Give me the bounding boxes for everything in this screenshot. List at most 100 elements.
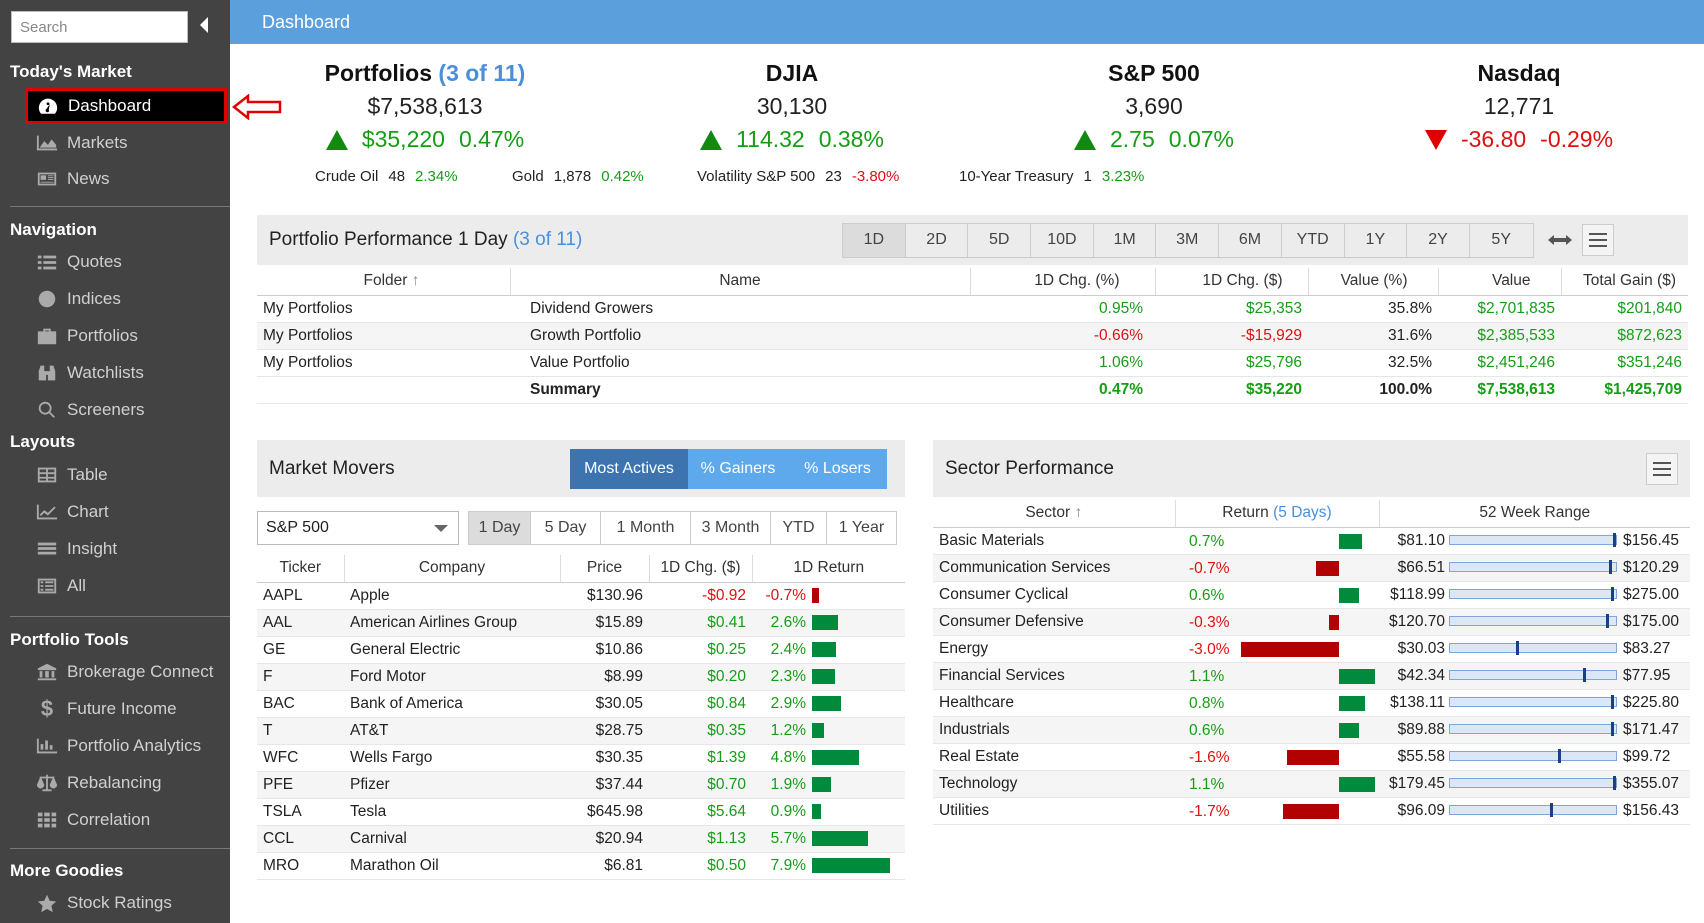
sidebar-item-chart[interactable]: Chart bbox=[35, 497, 109, 527]
sidebar-item-watchlists[interactable]: Watchlists bbox=[35, 358, 144, 388]
period-1d[interactable]: 1D bbox=[843, 223, 906, 257]
col-total-gain[interactable]: Total Gain ($) bbox=[1561, 268, 1688, 296]
sidebar-item-screeners[interactable]: Screeners bbox=[35, 395, 144, 425]
table-row[interactable]: Consumer Cyclical 0.6% $118.99 $275.00 bbox=[933, 581, 1690, 609]
table-row[interactable]: GE General Electric $10.86 $0.25 2.4% bbox=[257, 636, 905, 664]
cell-ticker[interactable]: BAC bbox=[257, 690, 344, 718]
mini-quote-gold[interactable]: Gold 1,878 0.42% bbox=[512, 168, 644, 185]
period-6m[interactable]: 6M bbox=[1219, 223, 1282, 257]
sidebar-item-correlation[interactable]: Correlation bbox=[35, 805, 150, 835]
period-3-month[interactable]: 3 Month bbox=[691, 512, 771, 544]
table-row[interactable]: My Portfolios Value Portfolio 1.06% $25,796… bbox=[257, 349, 1688, 377]
sidebar-item-portfolios[interactable]: Portfolios bbox=[35, 321, 138, 351]
sidebar-item-news[interactable]: News bbox=[35, 164, 110, 194]
table-row[interactable]: PFE Pfizer $37.44 $0.70 1.9% bbox=[257, 771, 905, 799]
table-row[interactable]: Technology 1.1% $179.45 $355.07 bbox=[933, 770, 1690, 798]
table-row[interactable]: Real Estate -1.6% $55.58 $99.72 bbox=[933, 743, 1690, 771]
table-row[interactable]: Consumer Defensive -0.3% $120.70 $175.00 bbox=[933, 608, 1690, 636]
table-row[interactable]: Industrials 0.6% $89.88 $171.47 bbox=[933, 716, 1690, 744]
table-row[interactable]: Healthcare 0.8% $138.11 $225.80 bbox=[933, 689, 1690, 717]
cell-ticker[interactable]: T bbox=[257, 717, 344, 745]
col-name[interactable]: Name bbox=[510, 268, 971, 296]
cell-ticker[interactable]: TSLA bbox=[257, 798, 344, 826]
period-2y[interactable]: 2Y bbox=[1407, 223, 1470, 257]
period-1y[interactable]: 1Y bbox=[1345, 223, 1408, 257]
tab-most-actives[interactable]: Most Actives bbox=[570, 448, 688, 489]
col-value-pct[interactable]: Value (%) bbox=[1308, 268, 1439, 296]
table-row[interactable]: Financial Services 1.1% $42.34 $77.95 bbox=[933, 662, 1690, 690]
sidebar-item-rebalancing[interactable]: Rebalancing bbox=[35, 768, 162, 798]
index-select[interactable]: S&P 500 bbox=[257, 511, 459, 545]
menu-icon[interactable] bbox=[1646, 452, 1678, 485]
expand-width-icon[interactable] bbox=[1544, 224, 1576, 256]
period-3m[interactable]: 3M bbox=[1156, 223, 1220, 257]
sidebar-item-indices[interactable]: Indices bbox=[35, 284, 121, 314]
period-1m[interactable]: 1M bbox=[1094, 223, 1157, 257]
sidebar-item-portfolio-analytics[interactable]: Portfolio Analytics bbox=[35, 731, 201, 761]
menu-icon[interactable] bbox=[1581, 224, 1614, 256]
cell-ticker[interactable]: WFC bbox=[257, 744, 344, 772]
sidebar-item-all[interactable]: All bbox=[35, 571, 86, 601]
period-ytd[interactable]: YTD bbox=[771, 512, 827, 544]
ticker-sp500[interactable]: S&P 500 3,690 2.75 0.07% bbox=[1004, 60, 1304, 153]
table-row[interactable]: Energy -3.0% $30.03 $83.27 bbox=[933, 635, 1690, 663]
col-return[interactable]: 1D Return bbox=[752, 555, 905, 583]
sidebar-item-future-income[interactable]: $ Future Income bbox=[35, 694, 177, 724]
summary-row[interactable]: Summary 0.47% $35,220 100.0% $7,538,613 $1,42… bbox=[257, 376, 1688, 404]
table-row[interactable]: TSLA Tesla $645.98 $5.64 0.9% bbox=[257, 798, 905, 826]
table-row[interactable]: F Ford Motor $8.99 $0.20 2.3% bbox=[257, 663, 905, 691]
table-row[interactable]: Basic Materials 0.7% $81.10 $156.45 bbox=[933, 527, 1690, 555]
col-value[interactable]: Value bbox=[1438, 268, 1562, 296]
col-chg[interactable]: 1D Chg. ($) bbox=[649, 555, 753, 583]
mini-quote-crude[interactable]: Crude Oil 48 2.34% bbox=[315, 168, 458, 185]
col-chg-pct[interactable]: 1D Chg. (%) bbox=[970, 268, 1156, 296]
panel-subtitle[interactable]: (3 of 11) bbox=[512, 229, 583, 250]
ticker-subtitle[interactable]: (3 of 11) bbox=[438, 60, 526, 86]
period-10d[interactable]: 10D bbox=[1031, 223, 1094, 257]
col-price[interactable]: Price bbox=[560, 555, 650, 583]
cell-ticker[interactable]: PFE bbox=[257, 771, 344, 799]
table-row[interactable]: Utilities -1.7% $96.09 $156.43 bbox=[933, 797, 1690, 825]
period-5y[interactable]: 5Y bbox=[1491, 231, 1511, 248]
table-row[interactable]: AAPL Apple $130.96 -$0.92 -0.7% bbox=[257, 582, 905, 610]
table-row[interactable]: My Portfolios Dividend Growers 0.95% $25,35… bbox=[257, 295, 1688, 323]
cell-ticker[interactable]: CCL bbox=[257, 825, 344, 853]
table-row[interactable]: T AT&T $28.75 $0.35 1.2% bbox=[257, 717, 905, 745]
cell-ticker[interactable]: MRO bbox=[257, 852, 344, 880]
col-chg-usd[interactable]: 1D Chg. ($) bbox=[1155, 268, 1309, 296]
tab-losers[interactable]: % Losers bbox=[788, 448, 887, 489]
period-1-year[interactable]: 1 Year bbox=[838, 519, 885, 536]
table-row[interactable]: WFC Wells Fargo $30.35 $1.39 4.8% bbox=[257, 744, 905, 772]
sidebar-item-brokerage-connect[interactable]: Brokerage Connect bbox=[35, 657, 213, 687]
col-folder[interactable]: Folder ↑ bbox=[257, 268, 511, 296]
col-return[interactable]: Return (5 Days) bbox=[1175, 500, 1380, 528]
cell-ticker[interactable]: F bbox=[257, 663, 344, 691]
col-sector[interactable]: Sector ↑ bbox=[933, 500, 1176, 528]
table-row[interactable]: BAC Bank of America $30.05 $0.84 2.9% bbox=[257, 690, 905, 718]
ticker-djia[interactable]: DJIA 30,130 114.32 0.38% bbox=[642, 60, 942, 153]
sidebar-item-quotes[interactable]: Quotes bbox=[35, 247, 122, 277]
mini-quote-volatility[interactable]: Volatility S&P 500 23 -3.80% bbox=[697, 168, 899, 185]
sidebar-item-stock-ratings[interactable]: Stock Ratings bbox=[35, 888, 172, 918]
ticker-portfolios[interactable]: Portfolios (3 of 11) $7,538,613 $35,220 0… bbox=[275, 60, 575, 153]
mini-quote-treasury[interactable]: 10-Year Treasury 1 3.23% bbox=[959, 168, 1144, 185]
ticker-nasdaq[interactable]: Nasdaq 12,771 -36.80 -0.29% bbox=[1369, 60, 1669, 153]
sidebar-item-markets[interactable]: Markets bbox=[35, 128, 127, 158]
search-input[interactable]: Search bbox=[11, 11, 188, 43]
col-ticker[interactable]: Ticker bbox=[257, 555, 345, 583]
table-row[interactable]: CCL Carnival $20.94 $1.13 5.7% bbox=[257, 825, 905, 853]
table-row[interactable]: AAL American Airlines Group $15.89 $0.41 2.6… bbox=[257, 609, 905, 637]
cell-ticker[interactable]: AAPL bbox=[257, 582, 344, 610]
collapse-sidebar-icon[interactable] bbox=[200, 17, 208, 33]
period-1-month[interactable]: 1 Month bbox=[601, 512, 691, 544]
table-row[interactable]: MRO Marathon Oil $6.81 $0.50 7.9% bbox=[257, 852, 905, 880]
sidebar-item-insight[interactable]: Insight bbox=[35, 534, 117, 564]
sidebar-item-table[interactable]: Table bbox=[35, 460, 108, 490]
sidebar-item-dashboard[interactable]: Dashboard bbox=[25, 88, 227, 124]
cell-ticker[interactable]: AAL bbox=[257, 609, 344, 637]
tab-gainers[interactable]: % Gainers bbox=[688, 448, 788, 489]
cell-ticker[interactable]: GE bbox=[257, 636, 344, 664]
col-company[interactable]: Company bbox=[344, 555, 561, 583]
period-1-day[interactable]: 1 Day bbox=[469, 512, 531, 544]
period-ytd[interactable]: YTD bbox=[1282, 223, 1345, 257]
